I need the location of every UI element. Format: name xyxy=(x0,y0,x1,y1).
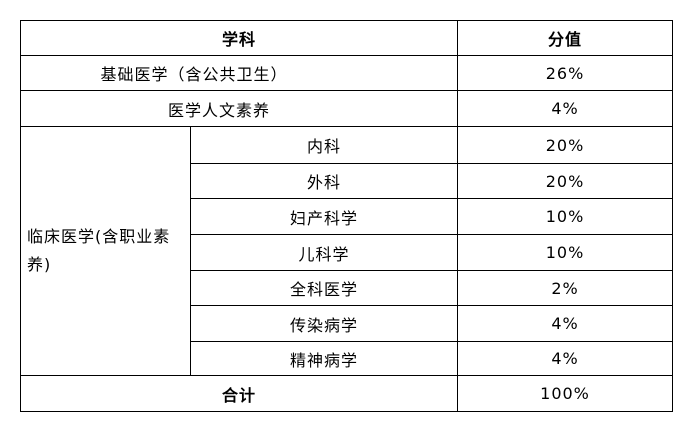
subject-cell: 内科 xyxy=(189,126,459,164)
score-cell: 4% xyxy=(457,305,674,342)
score-cell: 10% xyxy=(457,198,674,235)
table-row: 全科医学 2% xyxy=(21,270,674,306)
total-score: 100% xyxy=(457,375,674,412)
header-score: 分值 xyxy=(457,20,674,56)
score-cell: 10% xyxy=(457,234,674,271)
clinical-group-cell: 临床医学(含职业素养) xyxy=(20,126,191,376)
table-row: 传染病学 4% xyxy=(21,305,674,342)
table-row: 临床医学(含职业素养) 内科 20% xyxy=(20,126,674,376)
score-cell: 2% xyxy=(457,270,674,306)
table-row: 儿科学 10% xyxy=(21,234,674,271)
subject-cell: 儿科学 xyxy=(189,234,459,271)
subject-cell: 外科 xyxy=(189,163,459,199)
header-row: 学科 分值 xyxy=(19,20,674,56)
subject-cell: 传染病学 xyxy=(189,305,459,342)
subject-cell: 基础医学（含公共卫生） xyxy=(19,55,459,91)
table-row: 妇产科学 10% xyxy=(21,198,674,235)
subject-cell: 医学人文素养 xyxy=(19,90,459,127)
subject-cell: 全科医学 xyxy=(189,270,459,306)
score-table: 学科 分值 基础医学（含公共卫生） 26% 医学人文素养 4% 临床医学(含职业… xyxy=(19,20,674,412)
score-cell: 20% xyxy=(457,126,674,164)
header-subject: 学科 xyxy=(19,20,459,56)
table-row: 医学人文素养 4% xyxy=(19,90,674,127)
score-cell: 20% xyxy=(457,163,674,199)
table-row: 外科 20% xyxy=(21,163,674,199)
total-row: 合计 100% xyxy=(19,375,674,412)
total-label: 合计 xyxy=(19,375,459,412)
subject-cell: 精神病学 xyxy=(189,341,459,376)
score-cell: 4% xyxy=(457,90,674,127)
table-row: 基础医学（含公共卫生） 26% xyxy=(19,55,674,91)
score-cell: 4% xyxy=(457,341,674,376)
subject-cell: 妇产科学 xyxy=(189,198,459,235)
table-row: 精神病学 4% xyxy=(21,341,674,376)
score-cell: 26% xyxy=(457,55,674,91)
